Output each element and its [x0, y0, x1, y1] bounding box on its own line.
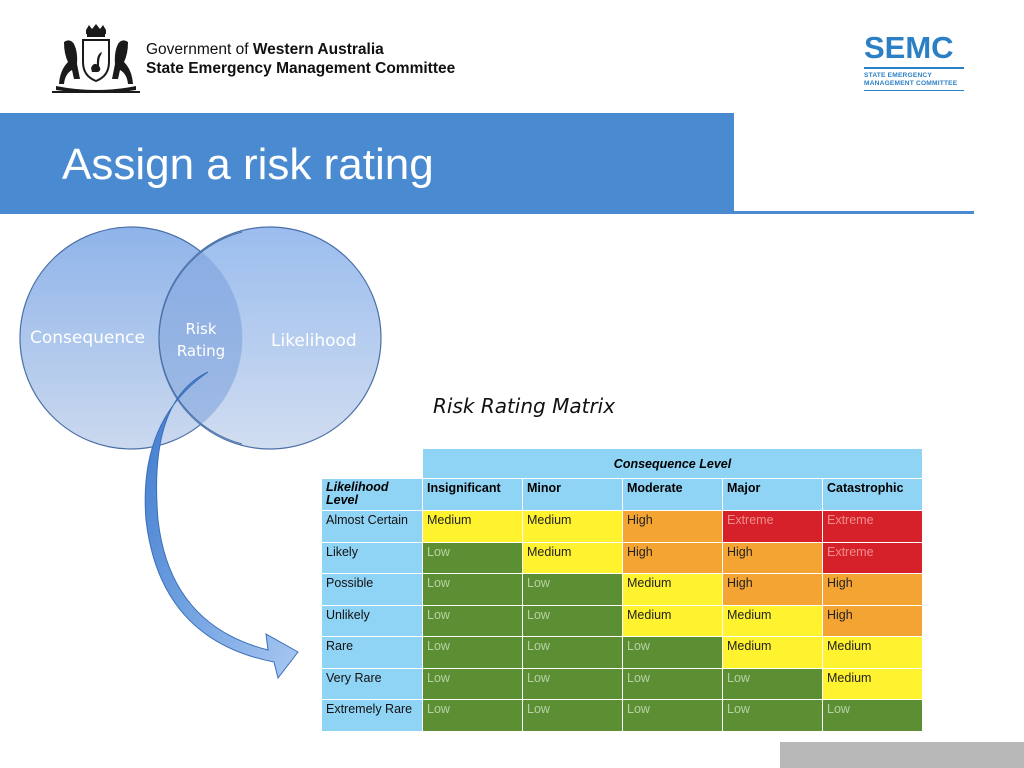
likelihood-row-label: Likely [321, 541, 423, 574]
semc-logo: SEMC STATE EMERGENCY MANAGEMENT COMMITTE… [864, 32, 968, 91]
table-row: Unlikely Low Low Medium Medium High [321, 604, 923, 637]
likelihood-row-label: Unlikely [321, 604, 423, 637]
risk-rating-cell: Extreme [822, 510, 923, 543]
table-row: Almost Certain Medium Medium High Extreme Ext… [321, 510, 923, 543]
matrix-caption: Risk Rating Matrix [433, 394, 616, 418]
risk-rating-cell: Low [722, 667, 823, 700]
column-header: Minor [522, 478, 623, 511]
venn-risk-rating-label: Risk Rating [168, 318, 234, 362]
risk-rating-cell: Medium [622, 604, 723, 637]
risk-rating-cell: Low [522, 699, 623, 732]
likelihood-row-label: Extremely Rare [321, 699, 423, 732]
government-heading: Government of Western Australia State Em… [146, 40, 455, 78]
risk-rating-cell: Low [422, 541, 523, 574]
risk-rating-cell: Low [622, 699, 723, 732]
matrix-corner-blank [321, 448, 423, 479]
venn-center-line1: Risk [185, 320, 217, 338]
matrix-body: Almost Certain Medium Medium High Extreme Ext… [321, 510, 923, 732]
risk-rating-cell: Medium [822, 636, 923, 669]
semc-sub-line2: MANAGEMENT COMMITTEE [864, 80, 958, 87]
risk-rating-cell: Low [422, 699, 523, 732]
table-row: Possible Low Low Medium High High [321, 573, 923, 606]
table-row: Likely Low Medium High High Extreme [321, 541, 923, 574]
likelihood-row-label: Almost Certain [321, 510, 423, 543]
risk-rating-cell: Medium [522, 541, 623, 574]
semc-wordmark: SEMC [864, 30, 954, 65]
likelihood-row-label: Possible [321, 573, 423, 606]
risk-rating-cell: Extreme [822, 541, 923, 574]
committee-name: State Emergency Management Committee [146, 60, 456, 77]
likelihood-header-line2: Level [326, 493, 358, 507]
risk-rating-cell: Medium [822, 667, 923, 700]
curved-arrow-icon [144, 371, 299, 680]
table-row: Rare Low Low Low Medium Medium [321, 636, 923, 669]
risk-rating-cell: Extreme [722, 510, 823, 543]
risk-rating-cell: Low [522, 604, 623, 637]
column-header: Moderate [622, 478, 723, 511]
risk-matrix-table: Consequence Level Likelihood Level Insig… [321, 448, 923, 732]
venn-consequence-label: Consequence [30, 328, 145, 348]
risk-rating-cell: Medium [722, 604, 823, 637]
likelihood-level-header: Likelihood Level [321, 478, 423, 511]
risk-rating-cell: Low [722, 699, 823, 732]
risk-rating-cell: High [722, 573, 823, 606]
risk-rating-cell: High [622, 510, 723, 543]
risk-rating-cell: Medium [422, 510, 523, 543]
risk-rating-cell: High [822, 573, 923, 606]
risk-rating-cell: Low [422, 604, 523, 637]
risk-rating-cell: Medium [622, 573, 723, 606]
risk-rating-cell: Low [522, 636, 623, 669]
column-header: Major [722, 478, 823, 511]
column-header: Insignificant [422, 478, 523, 511]
risk-rating-cell: High [722, 541, 823, 574]
venn-likelihood-label: Likelihood [271, 331, 357, 351]
column-header: Catastrophic [822, 478, 923, 511]
title-banner-rule [734, 211, 974, 214]
risk-rating-cell: Low [422, 636, 523, 669]
risk-rating-cell: Low [522, 667, 623, 700]
risk-rating-cell: Medium [722, 636, 823, 669]
risk-rating-cell: Low [822, 699, 923, 732]
likelihood-row-label: Rare [321, 636, 423, 669]
venn-center-line2: Rating [176, 342, 226, 360]
wa-crest-logo [52, 24, 140, 93]
risk-rating-cell: Low [522, 573, 623, 606]
table-row: Very Rare Low Low Low Low Medium [321, 667, 923, 700]
footer-grey-bar [780, 742, 1024, 768]
likelihood-row-label: Very Rare [321, 667, 423, 700]
risk-rating-cell: High [822, 604, 923, 637]
risk-rating-cell: Low [622, 636, 723, 669]
likelihood-header-line1: Likelihood [326, 480, 389, 494]
gov-prefix: Government of [146, 41, 253, 58]
semc-sub-line1: STATE EMERGENCY [864, 72, 932, 79]
risk-rating-cell: Low [422, 573, 523, 606]
risk-rating-cell: Medium [522, 510, 623, 543]
gov-name: Western Australia [252, 41, 384, 58]
risk-rating-cell: High [622, 541, 723, 574]
consequence-level-header: Consequence Level [422, 448, 923, 479]
risk-rating-cell: Low [422, 667, 523, 700]
risk-rating-cell: Low [622, 667, 723, 700]
table-row: Extremely Rare Low Low Low Low Low [321, 699, 923, 732]
slide-title: Assign a risk rating [62, 140, 434, 189]
title-banner [0, 113, 734, 214]
